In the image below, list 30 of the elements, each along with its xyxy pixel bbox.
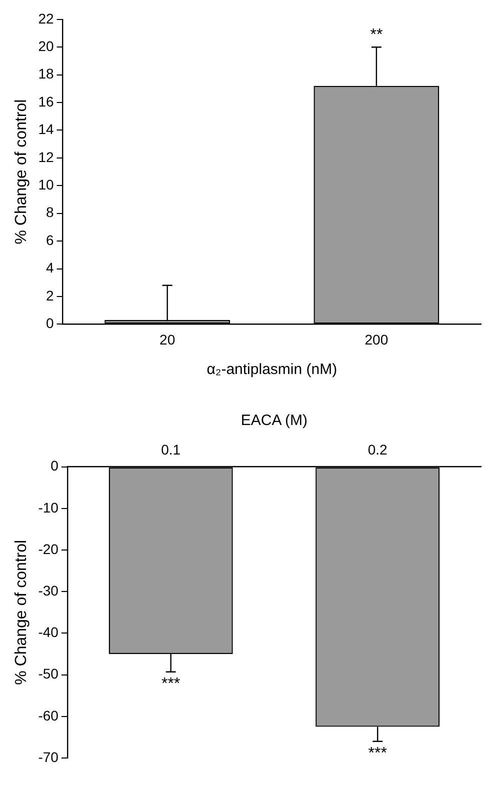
x-tick-label: 0.2 xyxy=(368,441,388,458)
y-tick-label: 8 xyxy=(46,204,54,220)
y-tick-label: 0 xyxy=(50,458,59,474)
y-tick-label: 10 xyxy=(38,176,54,193)
y-axis-title: % Change of control xyxy=(13,540,30,685)
x-tick-label: 0.1 xyxy=(161,441,181,458)
x-axis-title: α₂-antiplasmin (nM) xyxy=(206,361,338,378)
y-tick-label: -40 xyxy=(38,624,59,640)
y-axis-title: % Change of control xyxy=(13,99,30,244)
y-tick-label: -70 xyxy=(38,748,59,765)
y-tick-label: -10 xyxy=(38,499,59,516)
y-tick-label: 0 xyxy=(46,315,54,332)
y-tick-label: 16 xyxy=(38,93,54,110)
y-tick-label: 12 xyxy=(38,148,54,165)
y-tick-label: -20 xyxy=(38,540,59,557)
y-tick-label: 20 xyxy=(38,38,54,54)
y-tick-label: -50 xyxy=(38,666,59,682)
annotation: *** xyxy=(161,675,180,692)
y-tick-label: 2 xyxy=(46,287,54,304)
annotation: ** xyxy=(370,26,383,44)
annotation: *** xyxy=(368,744,387,762)
x-tick-label: 200 xyxy=(364,331,388,348)
y-tick-label: 14 xyxy=(38,121,54,138)
x-axis-title: EACA (M) xyxy=(240,412,308,430)
y-tick-label: 18 xyxy=(38,66,54,82)
y-tick-label: -30 xyxy=(38,582,59,598)
y-tick-label: -60 xyxy=(38,707,59,724)
y-tick-label: 4 xyxy=(46,260,54,276)
y-tick-label: 6 xyxy=(46,232,54,248)
y-tick-label: 22 xyxy=(38,10,54,26)
